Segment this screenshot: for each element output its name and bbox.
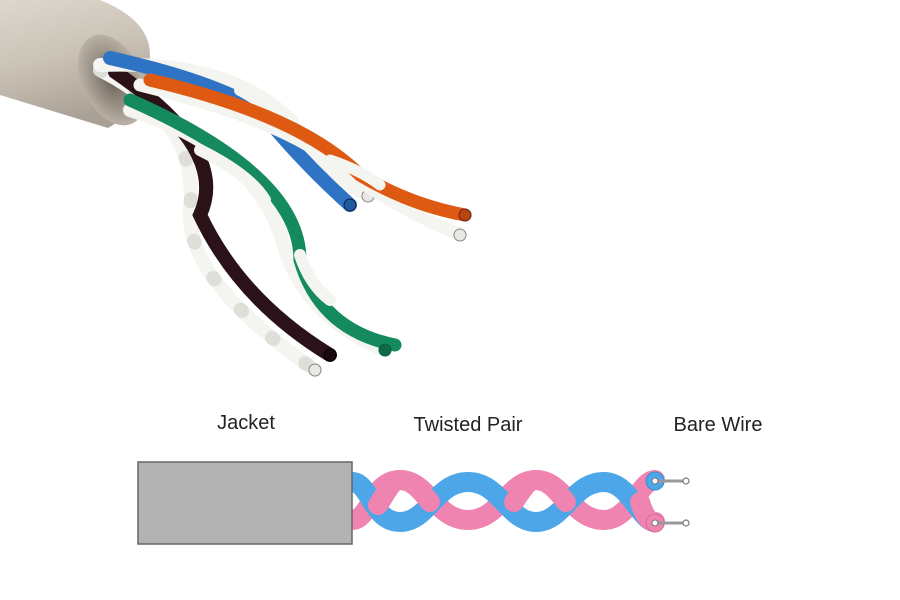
pink-strand-front-1 — [368, 469, 440, 515]
bare-wires — [651, 477, 690, 527]
bare-wire-label: Bare Wire — [673, 414, 763, 436]
jacket-label: Jacket — [217, 412, 275, 434]
green-pair — [123, 93, 402, 357]
blue-strand — [342, 471, 665, 533]
orange-pair — [133, 73, 472, 242]
cable-photo — [0, 0, 472, 377]
twisted-pair-label: Twisted Pair — [413, 414, 523, 436]
jacket-rect — [137, 461, 353, 545]
twisted-pair-strands — [342, 469, 665, 533]
pink-strand-front-2 — [504, 469, 576, 512]
